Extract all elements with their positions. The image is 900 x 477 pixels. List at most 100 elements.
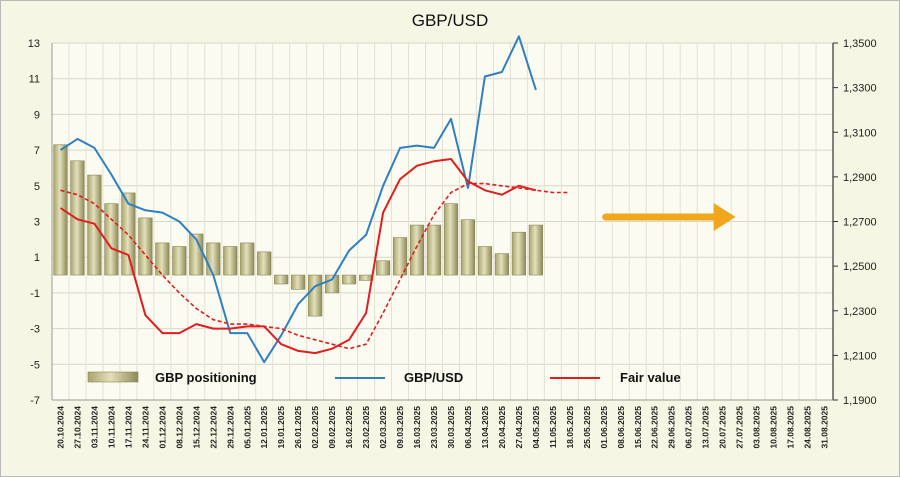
x-tick-label: 15.12.2024 [191, 406, 201, 449]
chart-title: GBP/USD [412, 11, 489, 30]
x-tick-label: 09.02.2025 [327, 406, 337, 449]
legend-fair-label: Fair value [620, 370, 681, 385]
x-tick-label: 13.07.2025 [701, 406, 711, 449]
x-tick-label: 15.06.2025 [633, 406, 643, 449]
positioning-bar [494, 253, 510, 276]
y-left-tick-label: 5 [34, 181, 40, 193]
positioning-bar [155, 242, 170, 276]
x-tick-label: 11.05.2025 [548, 406, 558, 448]
x-tick-label: 18.05.2025 [565, 406, 575, 449]
x-tick-label: 01.12.2024 [157, 406, 167, 449]
x-tick-label: 30.03.2025 [446, 406, 456, 449]
positioning-bar [308, 274, 323, 317]
y-right-tick-label: 1,2900 [843, 172, 877, 184]
positioning-bar [291, 274, 306, 290]
x-tick-label: 24.08.2025 [803, 406, 813, 449]
positioning-bar [409, 224, 425, 276]
legend-positioning-swatch [87, 371, 139, 383]
x-tick-label: 17.11.2024 [123, 406, 133, 448]
positioning-bar [70, 160, 85, 276]
x-tick-label: 24.11.2024 [140, 406, 150, 448]
y-left-tick-label: 1 [34, 252, 40, 264]
x-tick-label: 01.06.2025 [599, 406, 609, 449]
y-right-tick-label: 1,2500 [843, 261, 877, 273]
y-right-tick-label: 1,3500 [843, 38, 877, 50]
x-tick-label: 23.03.2025 [429, 406, 439, 449]
fair-line [59, 158, 537, 355]
x-tick-label: 27.10.2024 [72, 406, 82, 449]
x-tick-label: 03.11.2024 [89, 406, 99, 448]
y-left-tick-label: 13 [28, 38, 40, 50]
y-left-tick-label: 11 [29, 74, 40, 86]
positioning-bar [325, 274, 340, 294]
positioning-bar [172, 246, 187, 276]
positioning-bar [257, 251, 272, 276]
positioning-bar [511, 231, 526, 276]
x-tick-label: 20.10.2024 [55, 406, 65, 449]
y-right-tick-label: 1,3300 [843, 83, 877, 95]
positioning-bar [138, 217, 153, 276]
x-tick-label: 27.04.2025 [514, 406, 524, 449]
x-tick-label: 22.06.2025 [650, 406, 660, 449]
y-right-tick-label: 1,3100 [843, 127, 877, 139]
x-tick-label: 12.01.2025 [259, 406, 269, 449]
x-tick-label: 31.08.2025 [820, 406, 830, 449]
positioning-bar [274, 274, 289, 285]
x-tick-label: 29.06.2025 [667, 406, 677, 449]
y-left-tick-label: 7 [34, 145, 40, 157]
fair_ma-line [60, 182, 570, 350]
positioning-bar [477, 246, 493, 276]
x-tick-label: 02.02.2025 [310, 406, 320, 449]
x-tick-label: 08.12.2024 [174, 406, 184, 449]
y-right-tick-label: 1,1900 [843, 395, 877, 407]
y-left-tick-label: -1 [30, 288, 40, 300]
x-tick-label: 27.07.2025 [735, 406, 745, 449]
x-tick-label: 20.07.2025 [718, 406, 728, 449]
legend-price-label: GBP/USD [404, 370, 463, 385]
x-tick-label: 05.01.2025 [242, 406, 252, 449]
y-left-tick-label: 9 [34, 109, 40, 121]
x-tick-label: 10.11.2024 [106, 406, 116, 448]
positioning-bar [240, 242, 255, 276]
x-tick-label: 17.08.2025 [786, 406, 796, 449]
y-right-tick-label: 1,2300 [843, 306, 877, 318]
x-tick-label: 23.02.2025 [361, 406, 371, 449]
x-tick-label: 16.02.2025 [344, 406, 354, 449]
y-left-tick-label: -3 [30, 324, 40, 336]
positioning-bar [223, 246, 238, 276]
positioning-bar [375, 260, 391, 276]
y-right-tick-label: 1,2100 [843, 350, 877, 362]
y-left-tick-label: 3 [34, 217, 40, 229]
x-tick-label: 06.07.2025 [684, 406, 694, 449]
positioning-bar [443, 203, 459, 276]
positioning-bar [53, 144, 68, 276]
positioning-bar [342, 274, 357, 285]
annotation-arrow-head [713, 203, 736, 232]
x-tick-label: 29.12.2024 [225, 406, 235, 449]
y-left-tick-label: -5 [30, 359, 40, 371]
positioning-bar [392, 237, 408, 276]
positioning-bar [206, 242, 221, 276]
x-tick-label: 10.08.2025 [769, 406, 779, 449]
positioning-bar [460, 219, 476, 276]
price-line [59, 35, 537, 364]
x-tick-label: 19.01.2025 [276, 406, 286, 449]
positioning-bar [426, 224, 442, 276]
x-tick-label: 03.08.2025 [752, 406, 762, 449]
y-right-tick-label: 1,2700 [843, 217, 877, 229]
legend-positioning-label: GBP positioning [155, 370, 257, 385]
x-tick-label: 06.04.2025 [463, 406, 473, 449]
x-tick-label: 13.04.2025 [480, 406, 490, 449]
x-tick-label: 20.04.2025 [497, 406, 507, 449]
x-tick-label: 09.03.2025 [395, 406, 405, 449]
positioning-bar [528, 224, 543, 276]
x-tick-label: 04.05.2025 [531, 406, 541, 449]
x-tick-label: 26.01.2025 [293, 406, 303, 449]
x-tick-label: 02.03.2025 [378, 406, 388, 449]
y-left-tick-label: -7 [30, 395, 40, 407]
x-tick-label: 16.03.2025 [412, 406, 422, 449]
x-tick-label: 25.05.2025 [582, 406, 592, 449]
x-tick-label: 22.12.2024 [208, 406, 218, 449]
x-tick-label: 08.06.2025 [616, 406, 626, 449]
